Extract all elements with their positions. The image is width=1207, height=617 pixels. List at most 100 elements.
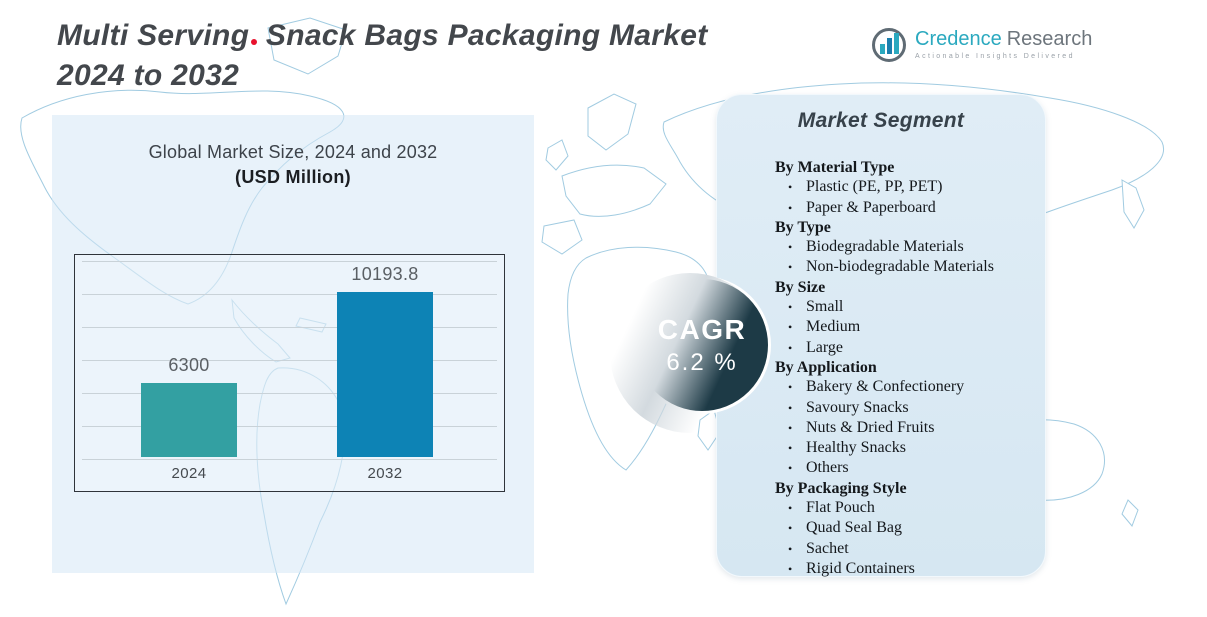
bullet-icon: • bbox=[788, 541, 793, 556]
chart-heading: Global Market Size, 2024 and 2032 bbox=[148, 142, 438, 162]
axis-label-2032: 2032 bbox=[367, 465, 403, 482]
page-title: Multi Serving Snack Bags Packaging Marke… bbox=[57, 16, 708, 95]
logo-bar-1 bbox=[879, 44, 885, 54]
segment-item-label: Large bbox=[806, 338, 844, 356]
segment-item-label: Non-biodegradable Materials bbox=[806, 258, 994, 276]
segment-item: • Savoury Snacks bbox=[775, 398, 1035, 418]
bullet-icon: • bbox=[788, 320, 793, 335]
logo-brand-secondary: Research bbox=[1006, 28, 1093, 50]
title-years: 2024 to 2032 bbox=[57, 58, 240, 92]
axis-label-2024: 2024 bbox=[171, 465, 207, 482]
segment-item: • Healthy Snacks bbox=[775, 438, 1035, 458]
segment-heading: Market Segment bbox=[797, 109, 965, 132]
bullet-icon: • bbox=[788, 400, 793, 415]
segment-item: • Flat Pouch bbox=[775, 498, 1035, 518]
cagr-label: CAGR bbox=[657, 313, 747, 345]
segment-list: By Material Type • Plastic (PE, PP, PET) • P… bbox=[775, 158, 1035, 579]
segment-item: • Bakery & Confectionery bbox=[775, 377, 1035, 397]
map-europe bbox=[561, 164, 667, 217]
bullet-icon: • bbox=[788, 441, 793, 456]
segment-item-label: Small bbox=[806, 298, 844, 316]
chart-subheading: (USD Million) bbox=[235, 167, 351, 187]
gridline bbox=[82, 459, 497, 460]
logo-bar-3 bbox=[893, 33, 899, 54]
gridline bbox=[82, 294, 497, 295]
bullet-icon: • bbox=[788, 561, 793, 576]
segment-item-label: Savoury Snacks bbox=[806, 398, 909, 416]
segment-item: • Nuts & Dried Fruits bbox=[775, 418, 1035, 438]
segment-group-title: By Size bbox=[775, 278, 826, 296]
map-uk bbox=[545, 139, 569, 171]
segment-item-label: Biodegradable Materials bbox=[806, 238, 964, 256]
segment-item: • Sachet bbox=[775, 539, 1035, 559]
bullet-icon: • bbox=[788, 380, 793, 395]
segment-item: • Plastic (PE, PP, PET) bbox=[775, 177, 1035, 197]
segment-group-title: By Application bbox=[775, 358, 877, 376]
bar-value-2024: 6300 bbox=[168, 355, 210, 375]
segment-item: • Biodegradable Materials bbox=[775, 237, 1035, 257]
map-new-zealand bbox=[1121, 499, 1139, 527]
title-part-1: Multi Serving bbox=[57, 19, 250, 52]
bullet-icon: • bbox=[788, 521, 793, 536]
segment-item-label: Medium bbox=[806, 318, 861, 336]
credence-research-logo: Credence Research Actionable Insights Del… bbox=[872, 28, 1092, 62]
segment-item-label: Paper & Paperboard bbox=[806, 198, 936, 216]
title-block: Multi Serving Snack Bags Packaging Marke… bbox=[57, 16, 708, 95]
segment-group-title: By Packaging Style bbox=[775, 479, 907, 497]
map-japan bbox=[1121, 179, 1145, 229]
segment-item: • Non-biodegradable Materials bbox=[775, 257, 1035, 277]
gridline bbox=[82, 426, 497, 427]
segment-item-label: Quad Seal Bag bbox=[806, 519, 902, 537]
logo-tagline: Actionable Insights Delivered bbox=[915, 53, 1075, 60]
segment-item-label: Sachet bbox=[806, 539, 849, 557]
gridline bbox=[82, 261, 497, 262]
market-segment-panel: Market Segment By Material Type • Plastic … bbox=[716, 94, 1046, 577]
map-iberia bbox=[541, 219, 583, 255]
logo-text: Credence Research Actionable Insights Del… bbox=[915, 28, 1092, 60]
bullet-icon: • bbox=[788, 200, 793, 215]
bar-value-2032: 10193.8 bbox=[351, 264, 419, 284]
bullet-icon: • bbox=[788, 180, 793, 195]
logo-brand: Credence Research bbox=[915, 28, 1092, 50]
map-greenland bbox=[267, 17, 347, 75]
segment-item-label: Plastic (PE, PP, PET) bbox=[806, 178, 943, 196]
gridline bbox=[82, 360, 497, 361]
gridline bbox=[82, 327, 497, 328]
segment-item: • Medium bbox=[775, 317, 1035, 337]
segment-item-label: Nuts & Dried Fruits bbox=[806, 418, 935, 436]
logo-bar-2 bbox=[886, 38, 892, 54]
segment-item: • Others bbox=[775, 458, 1035, 478]
gridline bbox=[82, 393, 497, 394]
bullet-icon: • bbox=[788, 240, 793, 255]
segment-item: • Small bbox=[775, 297, 1035, 317]
title-part-2: Snack Bags Packaging Market bbox=[265, 19, 708, 52]
market-size-panel: Global Market Size, 2024 and 2032 (USD M… bbox=[52, 115, 534, 573]
segment-group-title: By Material Type bbox=[775, 159, 895, 176]
chart-heading-block: Global Market Size, 2024 and 2032 (USD M… bbox=[52, 115, 534, 188]
logo-bar-chart-icon bbox=[872, 28, 906, 62]
segment-item: • Rigid Containers bbox=[775, 559, 1035, 579]
bullet-icon: • bbox=[788, 501, 793, 516]
segment-item-label: Flat Pouch bbox=[806, 499, 875, 517]
bar-2032 bbox=[337, 292, 433, 457]
cagr-value: 6.2 % bbox=[666, 348, 738, 376]
bullet-icon: • bbox=[788, 340, 793, 355]
bar-2024 bbox=[141, 383, 237, 457]
bullet-icon: • bbox=[788, 300, 793, 315]
segment-item-label: Healthy Snacks bbox=[806, 439, 906, 457]
cagr-badge: CAGR 6.2 % bbox=[610, 273, 771, 433]
bullet-icon: • bbox=[788, 420, 793, 435]
bullet-icon: • bbox=[788, 260, 793, 275]
map-scandinavia bbox=[587, 93, 637, 151]
segment-item: • Large bbox=[775, 338, 1035, 358]
segment-item: • Paper & Paperboard bbox=[775, 198, 1035, 218]
segment-item-label: Bakery & Confectionery bbox=[806, 378, 965, 396]
title-accent-dot-icon bbox=[251, 39, 258, 45]
bullet-icon: • bbox=[788, 461, 793, 476]
segment-item: • Quad Seal Bag bbox=[775, 518, 1035, 538]
segment-group-title: By Type bbox=[775, 218, 831, 236]
logo-brand-primary: Credence bbox=[915, 28, 1002, 50]
bar-chart: 6300 10193.8 2024 2032 bbox=[74, 254, 505, 492]
segment-item-label: Others bbox=[806, 459, 849, 477]
